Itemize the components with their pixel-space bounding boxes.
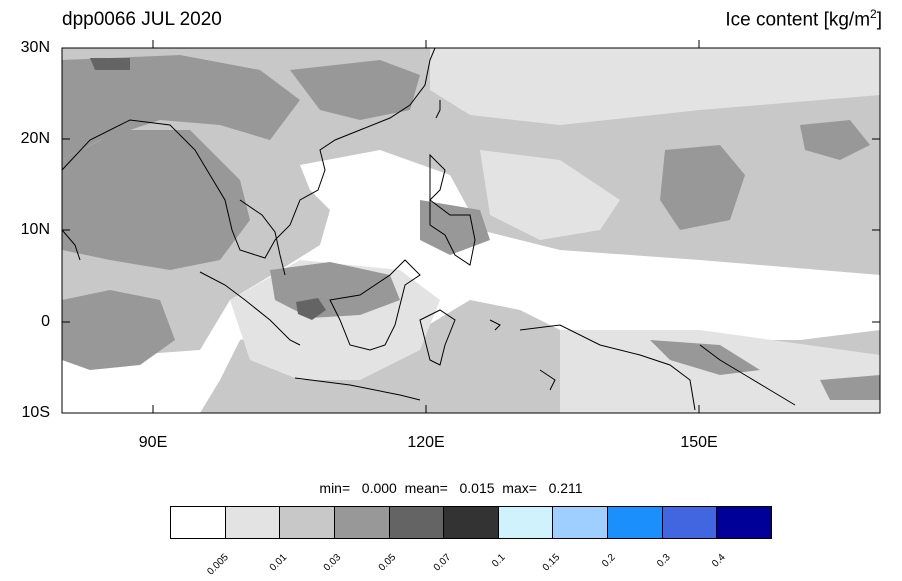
colorbar-box <box>225 507 281 538</box>
colorbar-box <box>444 507 499 538</box>
colorbar-box <box>662 507 718 538</box>
lon-label-90e: 90E <box>138 434 168 451</box>
lat-label-30n: 30N <box>20 39 50 56</box>
colorbar-box <box>553 507 609 538</box>
stats-line: min= 0.000 mean= 0.015 max= 0.211 <box>319 480 583 496</box>
colorbar-box <box>280 507 335 538</box>
tick-marks <box>62 40 880 413</box>
colorbar-box <box>608 507 663 538</box>
colorbar-box <box>171 507 226 538</box>
lat-label-eq: 0 <box>41 313 50 330</box>
colorbar-box <box>717 507 772 538</box>
coastline <box>62 48 796 411</box>
map-title: dpp0066 JUL 2020 <box>62 9 222 30</box>
colorbar-box <box>334 507 390 538</box>
lat-label-10n: 10N <box>20 221 50 238</box>
ice-content-field <box>62 48 880 413</box>
lat-label-10s: 10S <box>21 404 50 421</box>
colorbar <box>170 506 772 539</box>
lon-label-120e: 120E <box>407 434 445 451</box>
colorbar-box <box>498 507 554 538</box>
colorbar-box <box>389 507 445 538</box>
lon-label-150e: 150E <box>680 434 718 451</box>
variable-title: Ice content [kg/m2] <box>725 7 882 31</box>
lat-label-20n: 20N <box>20 130 50 147</box>
